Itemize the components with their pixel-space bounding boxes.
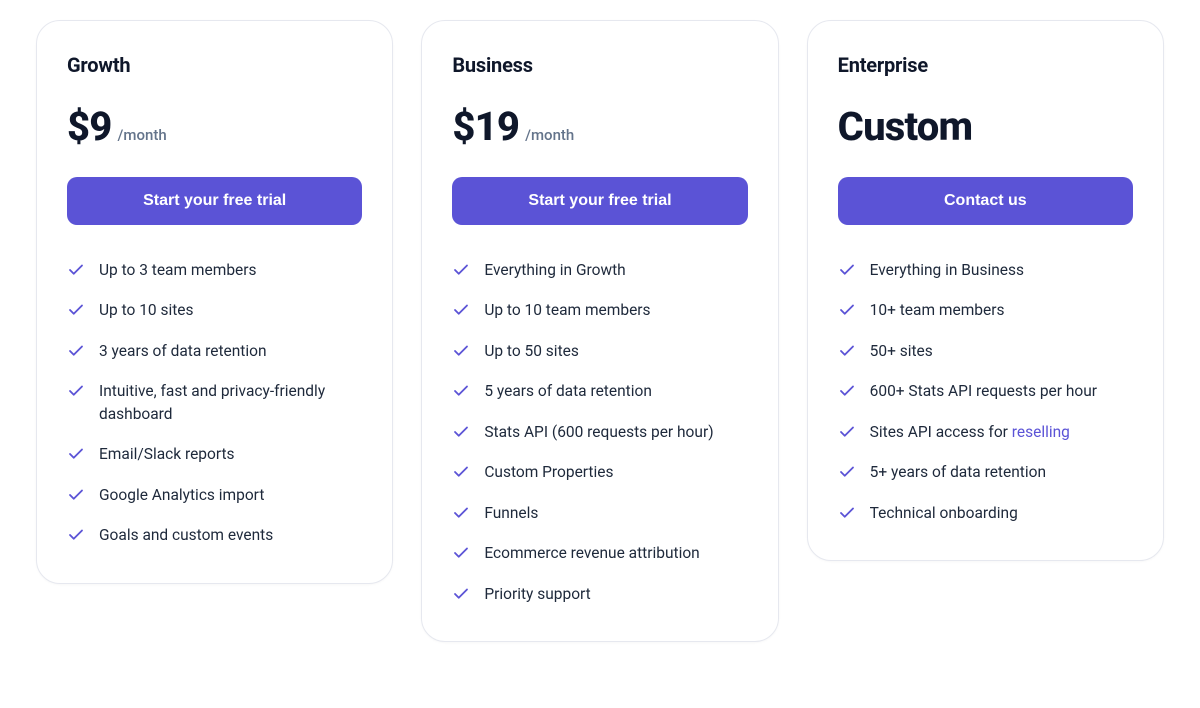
feature-text: 3 years of data retention xyxy=(99,340,267,362)
feature-item: Stats API (600 requests per hour) xyxy=(452,421,747,443)
feature-text: Intuitive, fast and privacy-friendly das… xyxy=(99,380,362,425)
feature-text: 10+ team members xyxy=(870,299,1005,321)
price-amount: $9 xyxy=(67,107,112,147)
feature-text: 5 years of data retention xyxy=(484,380,652,402)
check-icon xyxy=(838,261,856,279)
feature-item: Funnels xyxy=(452,502,747,524)
feature-item: Intuitive, fast and privacy-friendly das… xyxy=(67,380,362,425)
plan-card-business: Business $19 /month Start your free tria… xyxy=(421,20,778,642)
feature-item: 3 years of data retention xyxy=(67,340,362,362)
check-icon xyxy=(452,544,470,562)
feature-item: Up to 10 sites xyxy=(67,299,362,321)
start-trial-button[interactable]: Start your free trial xyxy=(67,177,362,225)
feature-item: Everything in Business xyxy=(838,259,1133,281)
feature-item: Technical onboarding xyxy=(838,502,1133,524)
feature-text: Up to 10 sites xyxy=(99,299,194,321)
check-icon xyxy=(452,463,470,481)
feature-item: 50+ sites xyxy=(838,340,1133,362)
feature-item: Email/Slack reports xyxy=(67,443,362,465)
reselling-link[interactable]: reselling xyxy=(1012,423,1070,441)
feature-item: Ecommerce revenue attribution xyxy=(452,542,747,564)
check-icon xyxy=(67,261,85,279)
check-icon xyxy=(452,585,470,603)
price-amount: $19 xyxy=(452,107,519,147)
check-icon xyxy=(67,342,85,360)
feature-item: Up to 10 team members xyxy=(452,299,747,321)
price-period: /month xyxy=(118,126,167,144)
feature-text: Everything in Business xyxy=(870,259,1024,281)
feature-item: Custom Properties xyxy=(452,461,747,483)
price-custom: Custom xyxy=(838,107,1133,147)
feature-item: 600+ Stats API requests per hour xyxy=(838,380,1133,402)
check-icon xyxy=(67,526,85,544)
plan-name: Growth xyxy=(67,53,362,77)
price-row: $9 /month xyxy=(67,107,362,147)
feature-list: Up to 3 team members Up to 10 sites 3 ye… xyxy=(67,259,362,547)
plan-card-enterprise: Enterprise Custom Contact us Everything … xyxy=(807,20,1164,561)
feature-text: Technical onboarding xyxy=(870,502,1018,524)
check-icon xyxy=(67,486,85,504)
feature-text: Google Analytics import xyxy=(99,484,264,506)
check-icon xyxy=(452,301,470,319)
feature-text: Up to 10 team members xyxy=(484,299,650,321)
feature-text: Priority support xyxy=(484,583,590,605)
feature-text: Email/Slack reports xyxy=(99,443,235,465)
check-icon xyxy=(838,463,856,481)
check-icon xyxy=(838,504,856,522)
feature-text-prefix: Sites API access for xyxy=(870,423,1012,441)
feature-text: Funnels xyxy=(484,502,538,524)
feature-text: Custom Properties xyxy=(484,461,613,483)
check-icon xyxy=(452,382,470,400)
plan-name: Business xyxy=(452,53,747,77)
feature-text: Ecommerce revenue attribution xyxy=(484,542,699,564)
check-icon xyxy=(838,423,856,441)
plan-card-growth: Growth $9 /month Start your free trial U… xyxy=(36,20,393,584)
feature-text: Everything in Growth xyxy=(484,259,625,281)
check-icon xyxy=(67,445,85,463)
feature-text: 50+ sites xyxy=(870,340,933,362)
feature-item: Up to 3 team members xyxy=(67,259,362,281)
feature-item: 5 years of data retention xyxy=(452,380,747,402)
feature-text: Up to 3 team members xyxy=(99,259,257,281)
pricing-grid: Growth $9 /month Start your free trial U… xyxy=(36,20,1164,642)
feature-text: 5+ years of data retention xyxy=(870,461,1046,483)
feature-list: Everything in Growth Up to 10 team membe… xyxy=(452,259,747,605)
feature-text: Goals and custom events xyxy=(99,524,273,546)
check-icon xyxy=(838,301,856,319)
price-row: $19 /month xyxy=(452,107,747,147)
feature-text: Stats API (600 requests per hour) xyxy=(484,421,713,443)
check-icon xyxy=(452,504,470,522)
start-trial-button[interactable]: Start your free trial xyxy=(452,177,747,225)
feature-item: Up to 50 sites xyxy=(452,340,747,362)
feature-item: Goals and custom events xyxy=(67,524,362,546)
feature-item: Priority support xyxy=(452,583,747,605)
feature-item: Sites API access for reselling xyxy=(838,421,1133,443)
plan-name: Enterprise xyxy=(838,53,1133,77)
feature-text: 600+ Stats API requests per hour xyxy=(870,380,1097,402)
check-icon xyxy=(452,423,470,441)
feature-item: Google Analytics import xyxy=(67,484,362,506)
check-icon xyxy=(452,261,470,279)
price-period: /month xyxy=(525,126,574,144)
feature-text: Sites API access for reselling xyxy=(870,421,1070,443)
check-icon xyxy=(67,382,85,400)
feature-list: Everything in Business 10+ team members … xyxy=(838,259,1133,524)
feature-item: 10+ team members xyxy=(838,299,1133,321)
contact-us-button[interactable]: Contact us xyxy=(838,177,1133,225)
check-icon xyxy=(838,342,856,360)
check-icon xyxy=(452,342,470,360)
check-icon xyxy=(67,301,85,319)
feature-item: Everything in Growth xyxy=(452,259,747,281)
feature-text: Up to 50 sites xyxy=(484,340,579,362)
check-icon xyxy=(838,382,856,400)
feature-item: 5+ years of data retention xyxy=(838,461,1133,483)
